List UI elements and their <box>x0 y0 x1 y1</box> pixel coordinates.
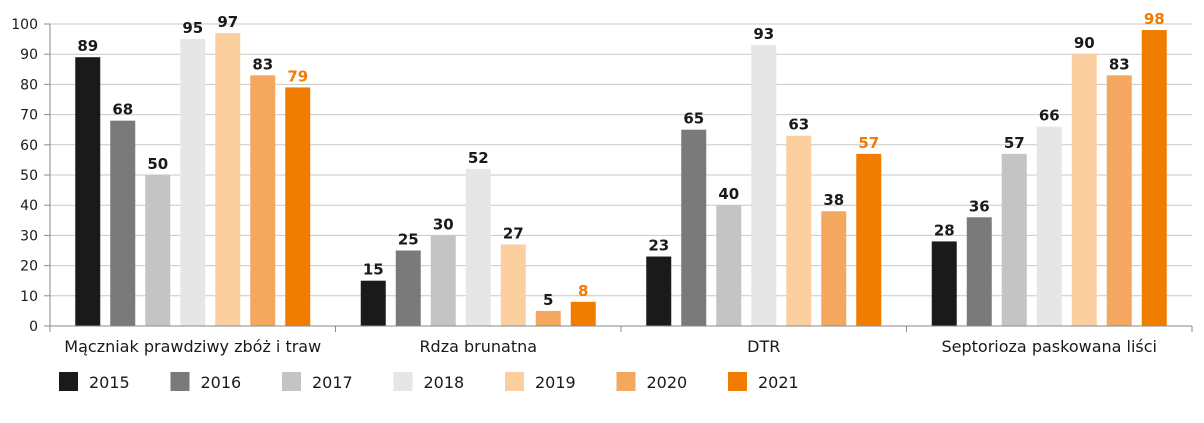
data-label: 66 <box>1039 107 1060 125</box>
legend-swatch-2019 <box>505 372 524 391</box>
legend-label: 2015 <box>89 373 130 392</box>
y-tick-label: 60 <box>20 138 38 154</box>
data-label: 38 <box>823 191 844 209</box>
data-label: 36 <box>969 197 990 215</box>
legend-swatch-2017 <box>282 372 301 391</box>
bar-2016 <box>110 120 136 326</box>
y-tick-label: 10 <box>20 289 38 305</box>
bar-2017 <box>145 175 171 326</box>
data-label: 50 <box>147 155 168 173</box>
legend-label: 2021 <box>758 373 799 392</box>
gridlines <box>50 23 1192 297</box>
bar-2017 <box>1001 153 1027 326</box>
legend-swatch-2015 <box>59 372 78 391</box>
data-label: 30 <box>433 215 454 233</box>
y-tick-label: 70 <box>20 108 38 124</box>
bar-2021 <box>570 301 596 326</box>
data-label: 27 <box>503 224 524 242</box>
y-axis: 0 10 20 30 40 50 60 70 80 90 100 <box>11 17 51 335</box>
legend-swatch-2021 <box>728 372 747 391</box>
y-tick-label: 40 <box>20 198 38 214</box>
bar-2021 <box>285 87 311 326</box>
bar-2018 <box>180 39 206 326</box>
y-tick-label: 20 <box>20 259 38 275</box>
bar-2020 <box>821 211 847 326</box>
legend-label: 2020 <box>647 373 688 392</box>
bar-2017 <box>716 205 742 326</box>
data-label: 8 <box>578 282 588 300</box>
data-label: 83 <box>252 55 273 73</box>
legend-label: 2016 <box>201 373 242 392</box>
data-label: 25 <box>398 231 419 249</box>
legend-label: 2019 <box>535 373 576 392</box>
data-label: 65 <box>683 110 704 128</box>
bar-2018 <box>465 168 491 326</box>
legend-swatch-2020 <box>616 372 636 391</box>
legend-swatch-2018 <box>393 372 413 391</box>
bar-2020 <box>535 310 561 326</box>
legend-label: 2017 <box>312 373 353 392</box>
bar-2020 <box>250 75 276 326</box>
x-category-label: Septorioza paskowana liści <box>942 337 1158 356</box>
bar-2015 <box>75 57 101 326</box>
x-category-label: Mączniak prawdziwy zbóż i traw <box>64 337 321 356</box>
bar-2015 <box>646 256 672 326</box>
data-label: 28 <box>934 221 955 239</box>
bar-2018 <box>1036 126 1062 327</box>
bar-2016 <box>681 129 707 326</box>
y-tick-label: 50 <box>20 168 38 184</box>
data-label: 89 <box>77 37 98 55</box>
x-category-label: Rdza brunatna <box>419 337 537 356</box>
data-label: 15 <box>363 261 384 279</box>
bar-2016 <box>966 217 992 326</box>
y-tick-label: 80 <box>20 77 38 93</box>
data-label: 90 <box>1074 34 1095 52</box>
legend-label: 2018 <box>424 373 465 392</box>
data-label: 83 <box>1109 55 1130 73</box>
data-label: 68 <box>112 101 133 119</box>
bar-2021 <box>1141 30 1167 326</box>
bar-2019 <box>500 244 526 326</box>
bar-2019 <box>786 135 812 326</box>
bar-2017 <box>430 235 456 326</box>
bars <box>75 30 1167 327</box>
y-tick-label: 30 <box>20 228 38 244</box>
bar-2018 <box>751 45 777 326</box>
data-label: 57 <box>1004 134 1025 152</box>
bar-2015 <box>360 280 386 326</box>
data-label: 23 <box>648 237 669 255</box>
data-label: 95 <box>182 19 203 37</box>
bar-2015 <box>931 241 957 326</box>
bar-2019 <box>215 33 241 327</box>
data-label: 57 <box>858 134 879 152</box>
data-label: 52 <box>468 149 489 167</box>
y-tick-label: 90 <box>20 47 38 63</box>
data-labels: 89 68 50 95 97 83 79 15 25 30 52 27 5 8 23 65 40 93 63 38 57… <box>77 10 1164 309</box>
legend: 2015 2016 2017 2018 2019 2020 2021 <box>59 372 799 392</box>
x-axis: Mączniak prawdziwy zbóż i traw Rdza bruna… <box>49 325 1193 356</box>
data-label: 63 <box>788 116 809 134</box>
bar-2019 <box>1071 54 1097 326</box>
bar-2021 <box>856 153 882 326</box>
bar-2016 <box>395 250 421 326</box>
legend-swatch-2016 <box>170 372 190 391</box>
data-label: 93 <box>753 25 774 43</box>
data-label: 97 <box>217 13 238 31</box>
data-label: 5 <box>543 291 553 309</box>
bar-2020 <box>1106 75 1132 326</box>
data-label: 98 <box>1144 10 1165 28</box>
data-label: 40 <box>718 185 739 203</box>
y-tick-label: 100 <box>11 17 38 33</box>
data-label: 79 <box>287 67 308 85</box>
x-category-label: DTR <box>747 337 780 356</box>
y-tick-label: 0 <box>29 319 38 335</box>
